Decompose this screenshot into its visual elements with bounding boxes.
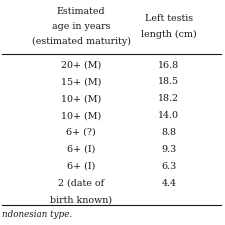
Text: Estimated: Estimated (57, 7, 105, 16)
Text: age in years: age in years (52, 22, 110, 31)
Text: 6.3: 6.3 (161, 162, 176, 171)
Text: ndonesian type.: ndonesian type. (2, 210, 72, 219)
Text: 8.8: 8.8 (161, 128, 176, 137)
Text: 14.0: 14.0 (158, 111, 179, 120)
Text: length (cm): length (cm) (141, 30, 197, 39)
Text: 6+ (I): 6+ (I) (67, 162, 95, 171)
Text: 2 (date of: 2 (date of (58, 179, 104, 188)
Text: 20+ (M): 20+ (M) (61, 61, 101, 70)
Text: 18.2: 18.2 (158, 94, 179, 103)
Text: Left testis: Left testis (145, 14, 193, 23)
Text: 6+ (?): 6+ (?) (66, 128, 96, 137)
Text: 10+ (M): 10+ (M) (61, 94, 101, 103)
Text: birth known): birth known) (50, 196, 112, 205)
Text: 15+ (M): 15+ (M) (61, 77, 101, 86)
Text: 4.4: 4.4 (161, 179, 176, 188)
Text: 6+ (I): 6+ (I) (67, 145, 95, 154)
Text: 16.8: 16.8 (158, 61, 179, 70)
Text: 18.5: 18.5 (158, 77, 179, 86)
Text: (estimated maturity): (estimated maturity) (32, 37, 130, 47)
Text: 10+ (M): 10+ (M) (61, 111, 101, 120)
Text: 9.3: 9.3 (161, 145, 176, 154)
